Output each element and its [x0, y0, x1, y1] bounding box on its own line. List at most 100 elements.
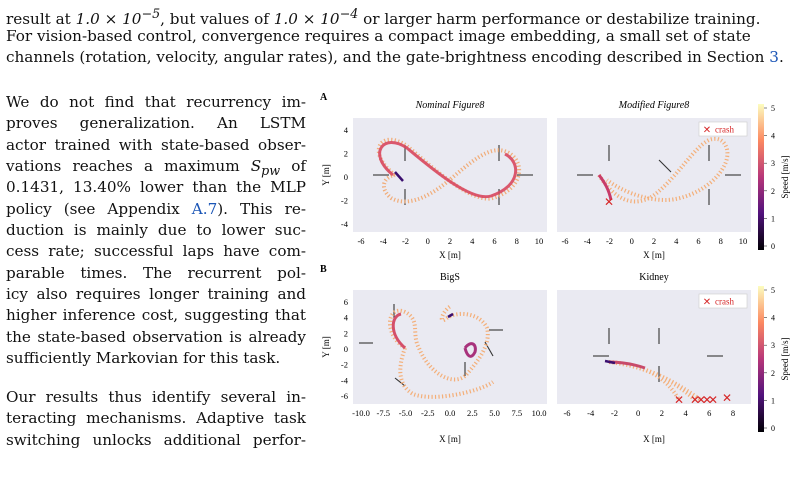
y-tick-label: 4	[344, 313, 349, 323]
crash-marker: ✕	[696, 393, 706, 407]
legend-label: crash	[715, 297, 734, 307]
x-tick-label: 6	[492, 236, 496, 246]
x-tick-label: -4	[587, 408, 595, 418]
appendix-link[interactable]: A.7	[191, 199, 218, 218]
para1-line: duction is mainly due to lower suc-	[6, 221, 306, 240]
x-tick-labels: -6 -4 -2 0 2 4 6 8	[563, 408, 735, 418]
plot-title: BigS	[440, 272, 460, 283]
y-tick-labels: 6 4 2 0 -2 -4 -6	[341, 297, 349, 401]
x-tick-label: -2	[402, 236, 409, 246]
y-tick-label: -2	[341, 360, 348, 370]
legend-box	[698, 121, 748, 137]
crash-marker: ✕	[604, 195, 614, 209]
plot-title: Modified Figure8	[618, 100, 689, 111]
y-tick-labels: 4 2 0 -2 -4	[341, 125, 349, 229]
para2-line: Our results thus identify several in-	[6, 388, 306, 406]
x-tick-label: 0	[630, 236, 634, 246]
x-tick-label: -6	[563, 408, 570, 418]
x-tick-labels: -6 -4 -2 0 2 4 6 8 10	[561, 236, 747, 246]
crash-legend: ✕ crash	[698, 293, 748, 309]
colorbar-bottom: 5 4 3 2 1 0 Speed [m/s]	[758, 286, 790, 433]
colorbar-label: Speed [m/s]	[780, 337, 790, 380]
para2-line: teracting mechanisms. Adaptive task	[6, 409, 306, 428]
para2-line: switching unlocks additional perfor-	[6, 430, 306, 449]
panel-letter-b: B	[320, 264, 327, 275]
paragraph-results: Our results thus identify several in- te…	[6, 387, 306, 451]
colorbar-tick-label: 5	[771, 286, 775, 295]
x-tick-label: 8	[719, 236, 723, 246]
colorbar-tick-label: 3	[771, 159, 775, 168]
x-tick-label: 2	[660, 408, 664, 418]
crash-marker: ✕	[702, 393, 712, 407]
colorbar-tick-label: 1	[771, 396, 775, 405]
colorbar-tick-label: 4	[771, 132, 775, 141]
x-tick-label: -2	[611, 408, 618, 418]
trajectory-figure: A B Nominal Figure8 -6 -4 -2 0 2 4 6 8 10 420-2-…	[320, 92, 790, 444]
x-tick-label: -2.5	[421, 408, 434, 418]
x-tick-label: 10	[535, 236, 544, 246]
crash-marker: ✕	[690, 393, 700, 407]
y-tick-label: -2	[341, 196, 348, 206]
colorbar-tick-label: 2	[771, 369, 775, 378]
paper-line-1: result at 1.0 × 10−5, but values of 1.0 …	[6, 6, 761, 29]
crash-legend-icon: ✕	[703, 297, 711, 308]
colorbar-label: Speed [m/s]	[780, 155, 790, 198]
plot-title: Kidney	[639, 272, 668, 283]
y-axis-label: Y [m]	[321, 164, 331, 185]
x-tick-label: 2	[448, 236, 452, 246]
gate-markers	[593, 328, 723, 382]
x-tick-label: 4	[674, 236, 679, 246]
colorbar-tick-label: 5	[771, 104, 775, 113]
y-tick-label: 0	[344, 172, 348, 182]
y-tick-label: 2	[344, 328, 348, 338]
y-tick-label: 0	[344, 344, 348, 354]
trajectory-path-fast	[597, 174, 613, 201]
y-tick-label: -4	[341, 375, 349, 385]
para1-line: policy (see Appendix A.7). This re-	[6, 199, 307, 218]
colorbar-gradient	[758, 104, 764, 250]
trajectory-start	[447, 312, 454, 319]
gate-markers	[577, 145, 741, 205]
x-tick-label: -7.5	[377, 408, 390, 418]
paper-line-2: For vision-based control, convergence re…	[6, 27, 751, 45]
y-tick-label: 6	[344, 297, 348, 307]
colorbar-tick-label: 2	[771, 187, 775, 196]
plot-area	[353, 290, 547, 404]
x-tick-label: 7.5	[511, 408, 522, 418]
crash-legend-icon: ✕	[703, 125, 711, 136]
x-axis-label: X [m]	[439, 434, 461, 444]
colorbar-tick-label: 3	[771, 341, 775, 350]
para1-line: 0.1431, 13.40% lower than the MLP	[6, 178, 306, 197]
x-tick-label: 0	[636, 408, 640, 418]
plot-modified-figure8: Modified Figure8 -6 -4 -2 0 2 4 6 8 10 X [m] ✕ ✕…	[557, 100, 751, 260]
x-tick-label: 2	[652, 236, 656, 246]
para1-line: vations reaches a maximum Spw of	[6, 157, 307, 179]
x-tick-label: 8	[731, 408, 735, 418]
plot-title: Nominal Figure8	[415, 100, 485, 111]
colorbar-tick-label: 0	[771, 242, 775, 251]
x-axis-label: X [m]	[643, 250, 665, 260]
crash-marker: ✕	[708, 393, 718, 407]
para1-line: proves generalization. An LSTM	[6, 114, 306, 133]
colorbar-tick-label: 4	[771, 314, 775, 323]
x-tick-label: -4	[380, 236, 388, 246]
crash-marker: ✕	[674, 393, 684, 407]
trajectory-path-outer	[376, 137, 522, 204]
x-tick-labels: -10.0 -7.5 -5.0 -2.5 0.0 2.5 5.0 7.5 10.0	[352, 408, 546, 418]
x-tick-labels: -6 -4 -2 0 2 4 6 8 10	[357, 236, 543, 246]
para1-line: actor trained with state-based obser-	[6, 135, 306, 154]
para1-line: the state-based observation is already	[6, 327, 306, 346]
legend-label: crash	[715, 125, 734, 135]
trajectory-start	[604, 359, 616, 365]
x-tick-label: -4	[584, 236, 592, 246]
y-tick-label: 2	[344, 149, 348, 159]
trajectory-path-outer	[388, 304, 495, 399]
x-axis-label: X [m]	[439, 250, 461, 260]
panel-letter-a: A	[320, 92, 328, 103]
para1-line: We do not find that recurrency im-	[6, 93, 306, 111]
paragraph-recurrency: We do not find that recurrency im- prove…	[6, 92, 306, 369]
trajectory-loop	[463, 342, 477, 358]
colorbar-tick-label: 1	[771, 214, 775, 223]
x-tick-label: -6	[561, 236, 568, 246]
plot-area	[557, 290, 751, 404]
